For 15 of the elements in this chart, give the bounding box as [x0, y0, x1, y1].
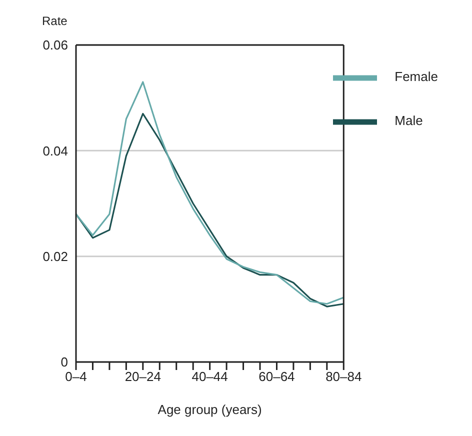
y-tick-label: 0 — [60, 354, 68, 370]
legend-label: Male — [394, 113, 423, 128]
x-tick-label: 20–24 — [124, 369, 161, 384]
x-axis-title: Age group (years) — [158, 402, 262, 417]
x-tick-label: 40–44 — [192, 369, 228, 384]
legend-label: Female — [394, 69, 438, 84]
x-tick-label: 80–84 — [326, 369, 362, 384]
y-tick-label: 0.06 — [42, 38, 68, 53]
x-tick-label: 0–4 — [65, 369, 87, 384]
x-tick-label: 60–64 — [258, 369, 295, 384]
y-tick-label: 0.04 — [42, 143, 68, 158]
line-series — [75, 112, 344, 308]
y-axis-title: Rate — [42, 14, 68, 28]
y-tick-label: 0.02 — [42, 248, 68, 264]
line-series — [75, 81, 344, 305]
